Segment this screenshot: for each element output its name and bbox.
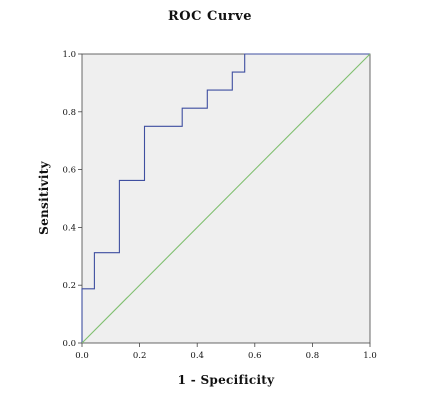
y-tick-label: 0.6: [62, 166, 76, 176]
y-tick-label: 0.8: [62, 108, 76, 118]
roc-curve-line: [81, 53, 370, 343]
x-tick-label: 0.2: [133, 351, 147, 361]
y-tick-label: 1.0: [62, 50, 76, 60]
x-tick-label: 0.6: [248, 351, 262, 361]
chart-title: ROC Curve: [168, 9, 252, 24]
y-axis-label: Sensitivity: [37, 160, 51, 235]
reference-diagonal-line: [81, 53, 371, 344]
x-tick-label: 0.0: [75, 351, 89, 361]
y-tick-label: 0.4: [62, 223, 76, 233]
x-axis-label: 1 - Specificity: [178, 373, 276, 387]
x-tick-label: 0.8: [306, 351, 320, 361]
x-tick-label: 1.0: [363, 351, 377, 361]
y-tick-label: 0.2: [62, 281, 76, 291]
y-tick-label: 0.0: [62, 339, 76, 349]
x-tick-label: 0.4: [190, 351, 204, 361]
plot-area: [81, 53, 371, 344]
y-axis-ticks: 0.0 0.2 0.4 0.6 0.8 1.0: [62, 50, 82, 349]
x-axis-ticks: 0.0 0.2 0.4 0.6 0.8 1.0: [75, 343, 377, 361]
